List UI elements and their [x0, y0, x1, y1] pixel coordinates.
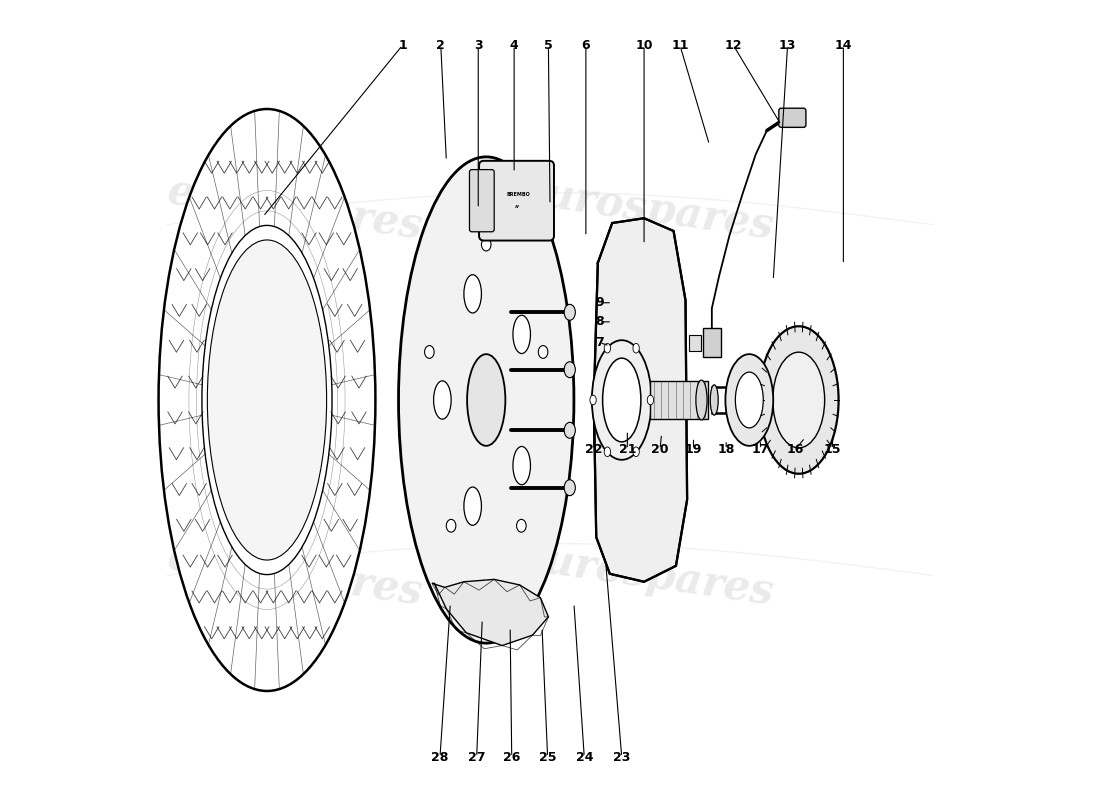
- Ellipse shape: [736, 372, 763, 428]
- Ellipse shape: [564, 422, 575, 438]
- Text: 20: 20: [651, 443, 669, 456]
- Text: 21: 21: [618, 443, 636, 456]
- Text: 6: 6: [582, 38, 591, 52]
- Ellipse shape: [513, 315, 530, 354]
- Ellipse shape: [590, 395, 596, 405]
- Ellipse shape: [647, 395, 653, 405]
- Text: 14: 14: [835, 38, 852, 52]
- Ellipse shape: [447, 519, 455, 532]
- Ellipse shape: [538, 346, 548, 358]
- Ellipse shape: [482, 238, 491, 251]
- Ellipse shape: [464, 274, 482, 313]
- Ellipse shape: [592, 340, 651, 460]
- Text: eurospares: eurospares: [164, 537, 426, 614]
- Text: 2: 2: [437, 38, 446, 52]
- Ellipse shape: [632, 343, 639, 353]
- Text: 5: 5: [544, 38, 553, 52]
- FancyBboxPatch shape: [779, 108, 806, 127]
- Text: eurospares: eurospares: [515, 537, 777, 614]
- Text: 3: 3: [474, 38, 483, 52]
- Polygon shape: [594, 218, 688, 582]
- Text: 4: 4: [509, 38, 518, 52]
- Bar: [689, 334, 702, 350]
- Text: 27: 27: [468, 750, 485, 764]
- Text: 7: 7: [595, 336, 604, 349]
- Text: 15: 15: [824, 443, 842, 456]
- Ellipse shape: [433, 381, 451, 419]
- Text: eurospares: eurospares: [515, 170, 777, 247]
- Text: 18: 18: [717, 443, 735, 456]
- Text: 13: 13: [779, 38, 796, 52]
- Ellipse shape: [604, 447, 611, 457]
- Ellipse shape: [464, 487, 482, 526]
- Ellipse shape: [759, 326, 838, 474]
- Ellipse shape: [604, 343, 611, 353]
- Ellipse shape: [425, 346, 435, 358]
- Text: 26: 26: [503, 750, 520, 764]
- Ellipse shape: [564, 480, 575, 496]
- Text: 25: 25: [539, 750, 557, 764]
- Ellipse shape: [398, 157, 574, 643]
- Ellipse shape: [513, 446, 530, 485]
- Text: BREMBO: BREMBO: [506, 192, 530, 197]
- Ellipse shape: [696, 380, 707, 420]
- Text: 9: 9: [595, 296, 604, 310]
- Text: 1: 1: [398, 38, 407, 52]
- Text: 12: 12: [725, 38, 742, 52]
- Ellipse shape: [564, 304, 575, 320]
- Text: AP: AP: [516, 205, 520, 209]
- FancyBboxPatch shape: [470, 170, 494, 232]
- Ellipse shape: [517, 519, 526, 532]
- Ellipse shape: [158, 109, 375, 691]
- Text: 16: 16: [786, 443, 804, 456]
- Ellipse shape: [208, 240, 327, 560]
- Text: 17: 17: [751, 443, 769, 456]
- Bar: [703, 328, 720, 357]
- Text: 28: 28: [431, 750, 449, 764]
- Text: eurospares: eurospares: [164, 170, 426, 247]
- Ellipse shape: [564, 362, 575, 378]
- Ellipse shape: [632, 447, 639, 457]
- Text: 24: 24: [575, 750, 593, 764]
- Ellipse shape: [468, 354, 505, 446]
- Text: 22: 22: [585, 443, 603, 456]
- Polygon shape: [650, 381, 708, 419]
- FancyBboxPatch shape: [478, 161, 554, 241]
- Text: 23: 23: [613, 750, 630, 764]
- Ellipse shape: [202, 226, 332, 574]
- Text: 10: 10: [636, 38, 652, 52]
- Ellipse shape: [773, 352, 825, 448]
- Ellipse shape: [603, 358, 641, 442]
- Ellipse shape: [725, 354, 773, 446]
- Text: 11: 11: [671, 38, 689, 52]
- Polygon shape: [432, 579, 549, 646]
- Ellipse shape: [711, 385, 718, 415]
- Text: 19: 19: [685, 443, 702, 456]
- Text: 8: 8: [595, 315, 604, 328]
